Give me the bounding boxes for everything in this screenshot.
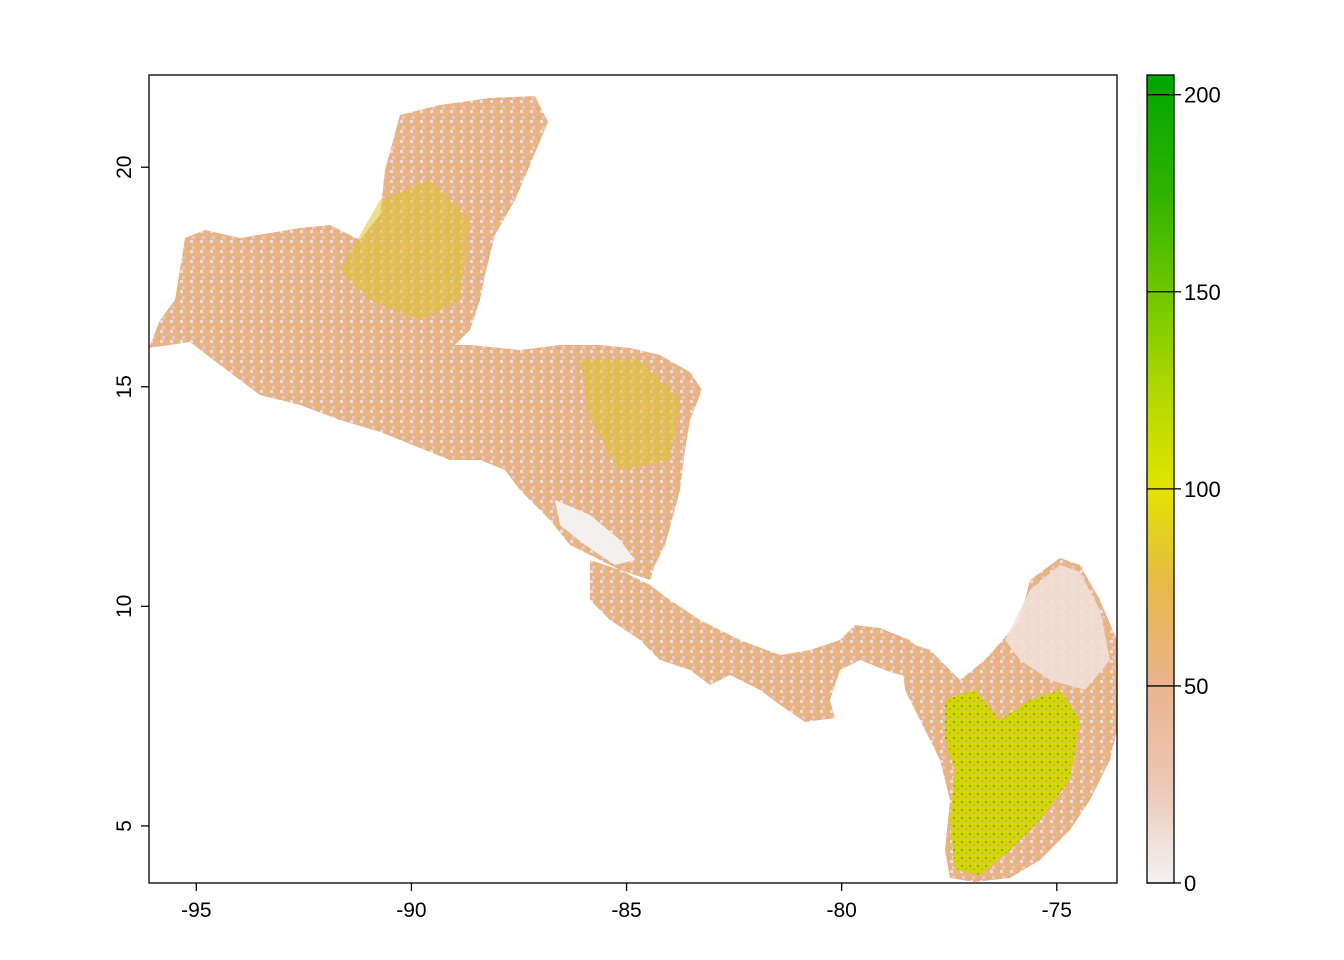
legend-ticks: 0 50 100 150 200 (1147, 83, 1221, 896)
y-tick-label: 20 (113, 156, 136, 179)
plot-frame (148, 74, 1118, 884)
y-tick-label: 15 (113, 375, 136, 398)
lake-nicaragua (555, 500, 635, 565)
legend-tick-label: 150 (1184, 280, 1221, 305)
region-mexico-guatemala (149, 96, 702, 580)
legend-color-bar (1146, 74, 1175, 884)
color-legend: 0 50 100 150 200 (1146, 74, 1221, 896)
y-tick-label: 5 (113, 820, 136, 832)
y-tick-label: 10 (113, 595, 136, 618)
legend-tick-label: 0 (1184, 871, 1196, 896)
raster-layer (149, 96, 1117, 882)
legend-tick-label: 200 (1184, 83, 1221, 108)
region-honduras-patch (580, 360, 680, 470)
x-tick-label: -90 (396, 899, 426, 922)
region-costa-rica-panama (590, 560, 930, 722)
x-tick-label: -80 (826, 899, 856, 922)
region-colombia-north-light (1005, 565, 1110, 690)
legend-tick-label: 100 (1184, 477, 1221, 502)
x-tick-label: -95 (181, 899, 211, 922)
map-plot-area: -95 -90 -85 -80 -75 5 10 15 20 (113, 74, 1118, 922)
x-tick-label: -85 (611, 899, 641, 922)
x-tick-label: -75 (1042, 899, 1072, 922)
legend-tick-label: 50 (1184, 674, 1208, 699)
region-colombia-vegetation (945, 690, 1080, 875)
x-axis: -95 -90 -85 -80 -75 (181, 883, 1072, 922)
region-highland-patch (340, 180, 470, 320)
y-axis: 5 10 15 20 (113, 156, 149, 832)
